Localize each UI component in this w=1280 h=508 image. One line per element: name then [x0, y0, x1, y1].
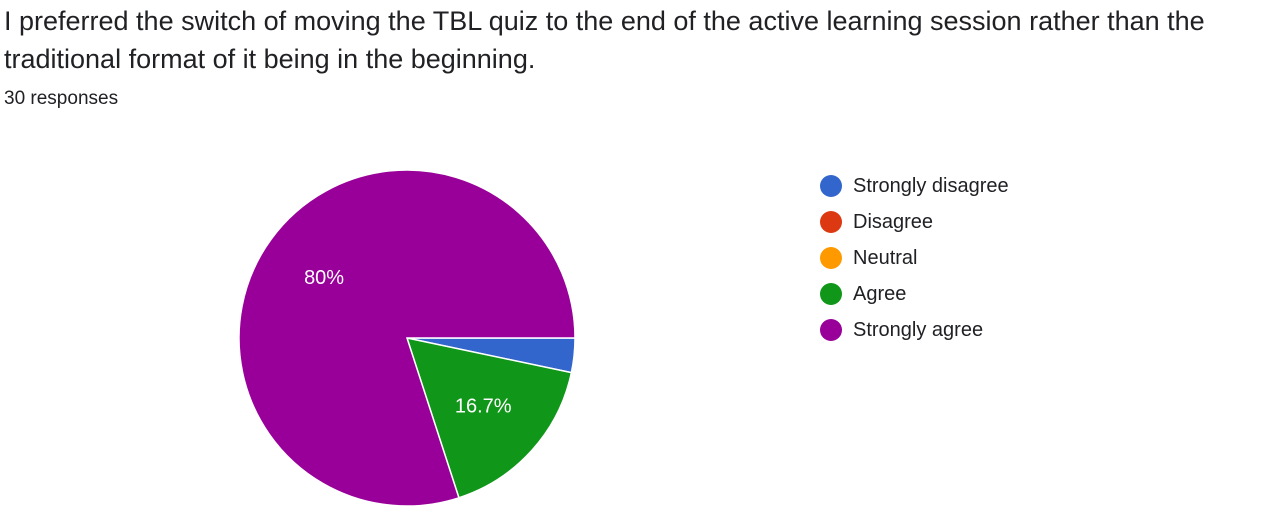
- pie-label-strongly-agree: 80%: [304, 267, 344, 289]
- legend-label-agree: Agree: [853, 282, 907, 305]
- legend-item-neutral: Neutral: [820, 240, 1009, 276]
- pie-labels: 16.7% 80%: [304, 267, 512, 418]
- legend-label-neutral: Neutral: [853, 246, 918, 269]
- legend-swatch-disagree: [820, 211, 842, 233]
- legend-swatch-strongly-disagree: [820, 175, 842, 197]
- legend-label-strongly-disagree: Strongly disagree: [853, 174, 1009, 197]
- legend-label-disagree: Disagree: [853, 210, 934, 233]
- legend-item-strongly-disagree: Strongly disagree: [820, 168, 1009, 204]
- legend-item-strongly-agree: Strongly agree: [820, 312, 1009, 348]
- legend-swatch-agree: [820, 283, 842, 305]
- legend-item-agree: Agree: [820, 276, 1009, 312]
- response-count: 30 responses: [4, 88, 119, 109]
- pie-slice-strongly-agree: [238, 169, 576, 507]
- legend-item-disagree: Disagree: [820, 204, 1009, 240]
- legend-label-strongly-agree: Strongly agree: [853, 318, 984, 341]
- legend-swatch-strongly-agree: [820, 319, 842, 341]
- pie-slice-agree: [405, 336, 573, 499]
- pie-label-agree: 16.7%: [455, 395, 512, 417]
- legend-swatch-neutral: [820, 247, 842, 269]
- chart-legend: Strongly disagree Disagree Neutral Agree Str…: [820, 168, 1009, 348]
- pie-slices: [238, 169, 576, 507]
- question-title: I preferred the switch of moving the TBL…: [4, 6, 1205, 74]
